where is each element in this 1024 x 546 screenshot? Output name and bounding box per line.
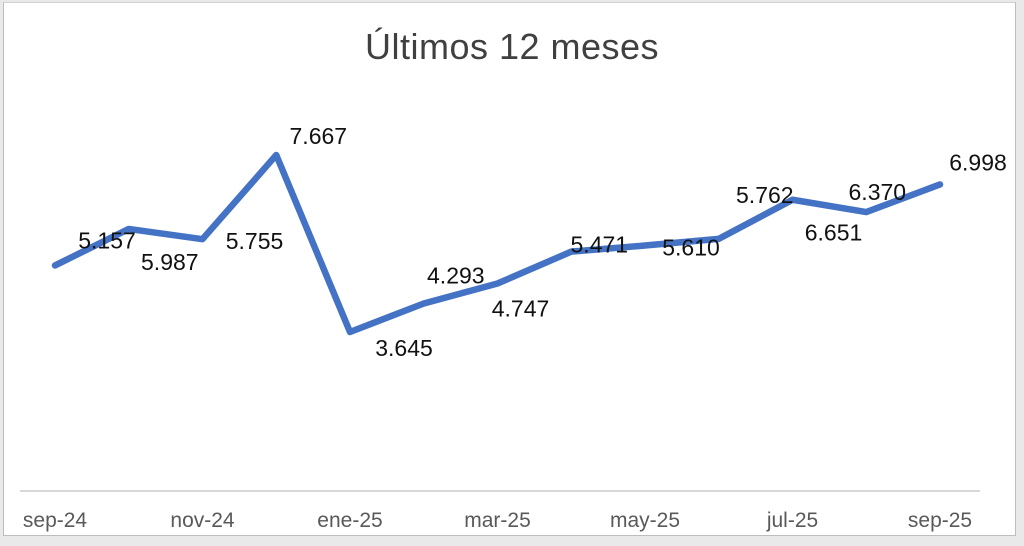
data-label: 5.157 [78,228,136,254]
data-label: 5.987 [141,249,199,275]
data-label: 5.471 [571,232,629,258]
data-label: 6.370 [849,179,907,205]
x-tick-label: jul-25 [766,509,818,532]
chart-frame [3,2,1016,536]
x-tick-label: ene-25 [317,509,382,532]
data-label: 5.755 [226,228,284,254]
x-tick-label: sep-24 [23,509,88,532]
chart-title: Últimos 12 meses [364,26,660,67]
series-line [51,151,944,336]
data-label: 4.747 [492,296,550,322]
data-label: 5.610 [662,235,720,261]
data-label: 4.293 [427,263,485,289]
data-label: 3.645 [375,335,433,361]
data-label: 6.651 [805,220,863,246]
x-tick-label: sep-25 [908,509,972,532]
x-tick-label: may-25 [610,509,680,532]
x-tick-label: mar-25 [464,509,531,532]
x-tick-label: nov-24 [170,509,235,532]
data-label: 6.998 [949,150,1007,176]
data-label: 5.762 [736,182,794,208]
data-label: 7.667 [290,123,348,149]
